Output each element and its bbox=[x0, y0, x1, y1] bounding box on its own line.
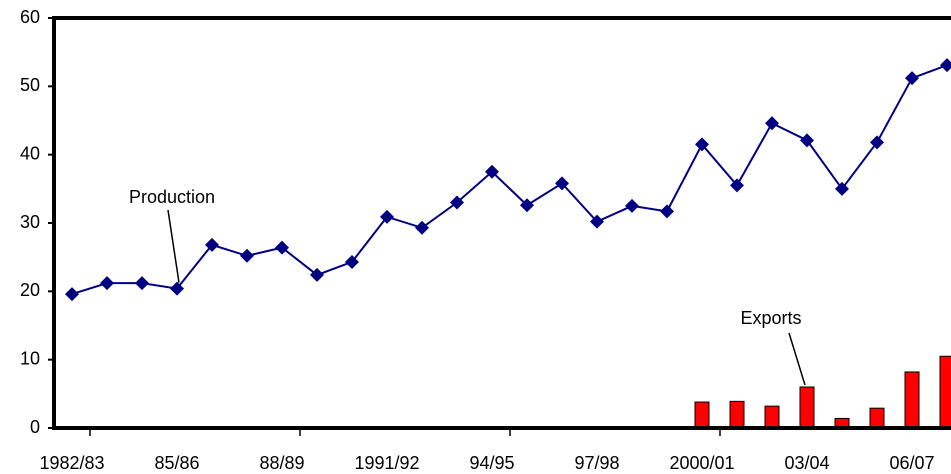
annotation-pointer bbox=[788, 332, 806, 386]
y-tick-label: 20 bbox=[20, 280, 40, 300]
marker bbox=[240, 248, 254, 263]
marker bbox=[625, 198, 639, 213]
marker bbox=[730, 178, 744, 193]
bar bbox=[694, 401, 710, 429]
marker bbox=[870, 135, 884, 150]
bar bbox=[939, 355, 951, 429]
plot-frame bbox=[52, 16, 951, 430]
marker bbox=[835, 181, 849, 196]
y-tick-label: 60 bbox=[20, 7, 40, 27]
y-tick-label: 40 bbox=[20, 143, 40, 163]
bar bbox=[904, 371, 920, 429]
marker bbox=[275, 240, 289, 255]
marker bbox=[450, 195, 464, 210]
marker bbox=[695, 137, 709, 152]
annotation: Production bbox=[129, 187, 215, 207]
x-tick-label: 97/98 bbox=[574, 453, 619, 473]
marker bbox=[345, 254, 359, 269]
marker bbox=[485, 164, 499, 179]
x-tick-label: 88/89 bbox=[259, 453, 304, 473]
bar bbox=[729, 400, 745, 429]
marker bbox=[520, 198, 534, 213]
marker bbox=[380, 209, 394, 224]
marker bbox=[660, 204, 674, 219]
marker bbox=[800, 133, 814, 148]
marker bbox=[135, 276, 149, 291]
x-tick-label: 06/07 bbox=[889, 453, 934, 473]
marker bbox=[205, 237, 219, 252]
marker bbox=[590, 214, 604, 229]
marker bbox=[100, 276, 114, 291]
bar bbox=[799, 386, 815, 429]
y-tick-label: 30 bbox=[20, 212, 40, 232]
bar bbox=[764, 405, 780, 429]
x-tick-label: 1982/83 bbox=[39, 453, 104, 473]
marker bbox=[310, 267, 324, 282]
annotation: Exports bbox=[740, 308, 801, 328]
x-tick-label: 03/04 bbox=[784, 453, 829, 473]
marker bbox=[765, 116, 779, 131]
x-tick-label: 2000/01 bbox=[669, 453, 734, 473]
y-tick-label: 50 bbox=[20, 75, 40, 95]
x-tick-label: 85/86 bbox=[154, 453, 199, 473]
x-tick-label: 1991/92 bbox=[354, 453, 419, 473]
annotation-pointer bbox=[167, 209, 180, 283]
marker bbox=[415, 220, 429, 235]
line bbox=[71, 64, 948, 296]
marker bbox=[65, 287, 79, 302]
y-tick-label: 0 bbox=[30, 417, 40, 437]
marker bbox=[555, 176, 569, 191]
y-tick-label: 10 bbox=[20, 348, 40, 368]
bar bbox=[869, 407, 885, 429]
marker bbox=[170, 281, 184, 296]
marker bbox=[940, 58, 951, 73]
x-tick-label: 94/95 bbox=[469, 453, 514, 473]
marker bbox=[905, 71, 919, 86]
